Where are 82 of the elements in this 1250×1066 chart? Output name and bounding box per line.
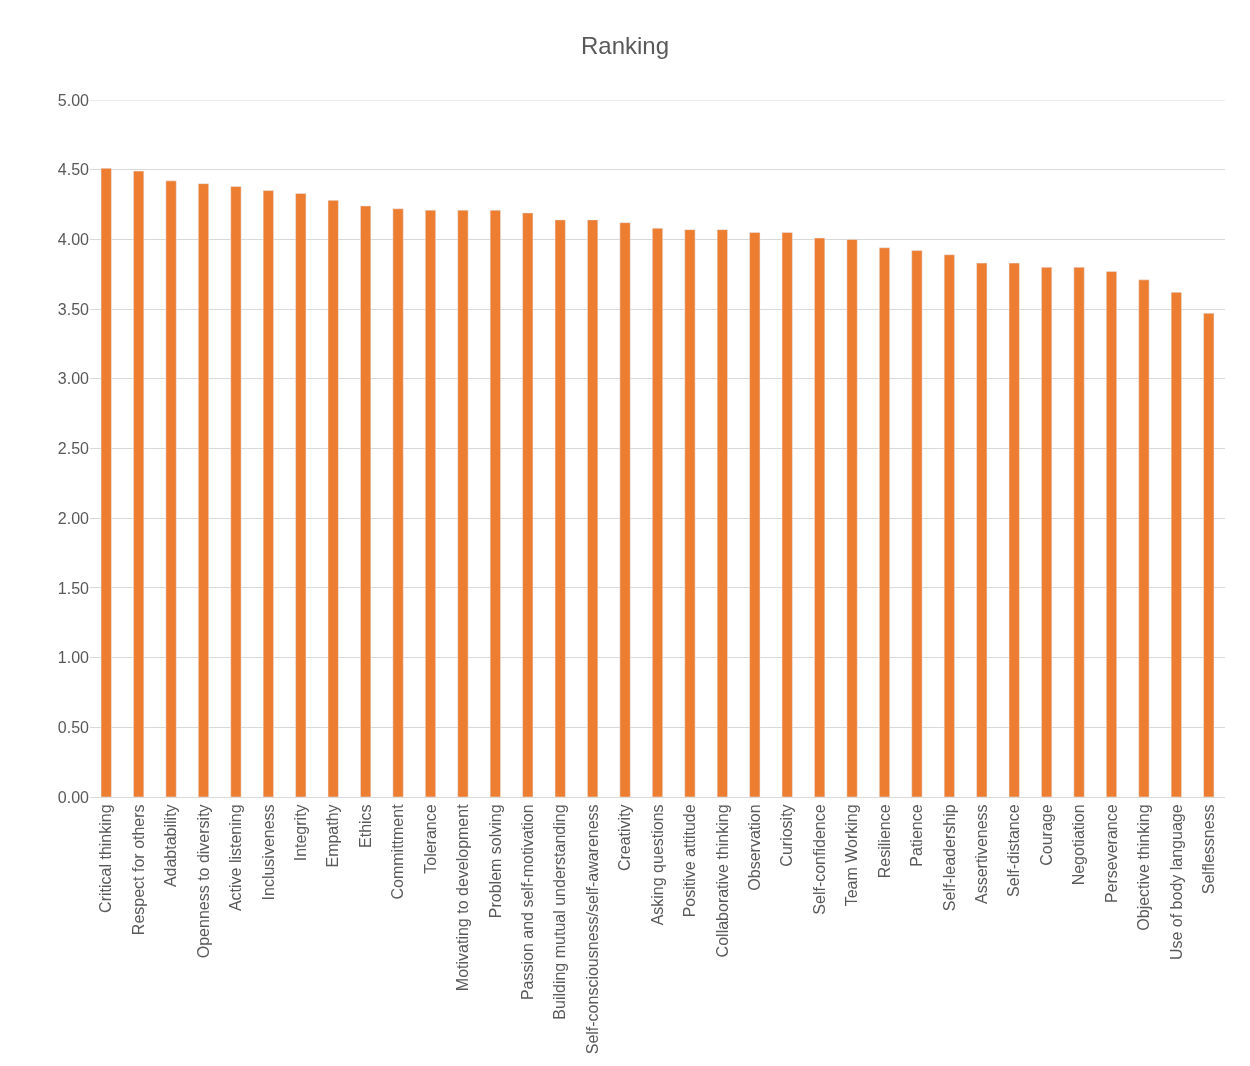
- bar: [198, 183, 209, 797]
- bar: [165, 180, 177, 797]
- x-tick-label: Observation: [745, 804, 763, 891]
- x-tick-label: Use of body language: [1167, 804, 1185, 961]
- x-tick-label: Selflessness: [1199, 804, 1217, 895]
- x-tick-label: Perseverance: [1102, 804, 1120, 904]
- x-tick-label: Creativity: [616, 804, 634, 872]
- bar: [749, 232, 761, 797]
- y-tick-label: 2.50: [57, 440, 90, 458]
- bar: [522, 212, 534, 797]
- bar: [879, 247, 890, 797]
- x-tick-label: Integrity: [291, 804, 309, 862]
- chart-title: Ranking: [580, 32, 670, 60]
- bar: [1203, 313, 1215, 797]
- bar: [1073, 267, 1085, 797]
- bar: [489, 209, 501, 797]
- x-tick-label: Collaborative thinking: [713, 804, 731, 958]
- bar: [230, 186, 242, 797]
- x-tick-label: Empathy: [324, 804, 342, 868]
- bar: [587, 219, 599, 797]
- bar: [457, 209, 469, 797]
- x-tick-label: Team Working: [843, 804, 861, 907]
- x-tick-label: Assertiveness: [972, 804, 990, 904]
- bar: [554, 219, 566, 797]
- bar: [976, 262, 988, 797]
- y-tick-label: 1.50: [57, 579, 90, 597]
- x-tick-label: Inclusiveness: [259, 804, 277, 901]
- bar: [716, 229, 728, 797]
- y-tick-label: 4.50: [57, 161, 90, 179]
- x-tick-label: Self-confidence: [810, 804, 828, 915]
- x-tick-label: Ethics: [356, 804, 374, 848]
- bar: [295, 193, 307, 797]
- bar: [652, 228, 663, 797]
- y-tick-label: 0.00: [57, 788, 90, 806]
- x-tick-label: Passion and self-motivation: [518, 804, 536, 1001]
- bar: [327, 200, 339, 797]
- x-tick-label: Objective thinking: [1135, 804, 1153, 931]
- x-tick-label: Negotiation: [1070, 804, 1088, 886]
- bar: [1008, 262, 1020, 797]
- x-tick-label: Curiosity: [778, 804, 796, 867]
- bar: [1138, 279, 1150, 797]
- x-tick-label: Committment: [389, 803, 407, 900]
- x-tick-label: Self-distance: [1005, 804, 1023, 897]
- bar: [619, 222, 631, 797]
- y-tick-label: 3.00: [57, 370, 90, 388]
- bar: [360, 205, 372, 797]
- bar: [100, 168, 112, 797]
- bar: [262, 190, 274, 797]
- bar: [392, 208, 404, 797]
- bar: [1106, 271, 1117, 797]
- x-tick-label: Self-consciousness/self-awareness: [583, 804, 601, 1055]
- x-tick-label: Openness to diversity: [194, 804, 212, 959]
- x-tick-label: Courage: [1037, 804, 1055, 866]
- bar: [425, 209, 436, 797]
- bar: [1170, 292, 1182, 797]
- x-tick-label: Problem solving: [486, 804, 504, 919]
- bar: [684, 229, 696, 797]
- y-tick-label: 4.00: [57, 231, 90, 248]
- bar: [1041, 267, 1053, 797]
- x-tick-label: Critical thinking: [97, 804, 115, 913]
- y-tick-label: 5.00: [57, 91, 90, 109]
- y-tick-label: 2.00: [57, 509, 90, 527]
- x-tick-label: Positive attitude: [681, 804, 699, 918]
- x-tick-label: Patience: [908, 804, 926, 867]
- x-tick-label: Building mutual understanding: [551, 804, 569, 1020]
- y-tick-label: 0.50: [57, 718, 90, 736]
- bar: [911, 250, 923, 797]
- x-tick-label: Adabtability: [162, 804, 180, 888]
- y-tick-label: 1.00: [57, 649, 90, 667]
- bar: [814, 237, 826, 797]
- y-tick-label: 3.50: [57, 300, 90, 318]
- bar: [133, 170, 145, 797]
- bar: [943, 254, 955, 797]
- x-tick-label: Self-leadership: [940, 804, 958, 912]
- x-tick-label: Respect for others: [129, 804, 147, 936]
- x-tick-label: Active listening: [227, 804, 245, 912]
- bar: [781, 232, 793, 797]
- x-tick-label: Asking questions: [648, 804, 666, 926]
- bar: [846, 239, 858, 797]
- x-tick-label: Resilience: [875, 804, 893, 879]
- x-tick-label: Motivating to development: [454, 803, 472, 992]
- x-tick-label: Tolerance: [421, 804, 439, 874]
